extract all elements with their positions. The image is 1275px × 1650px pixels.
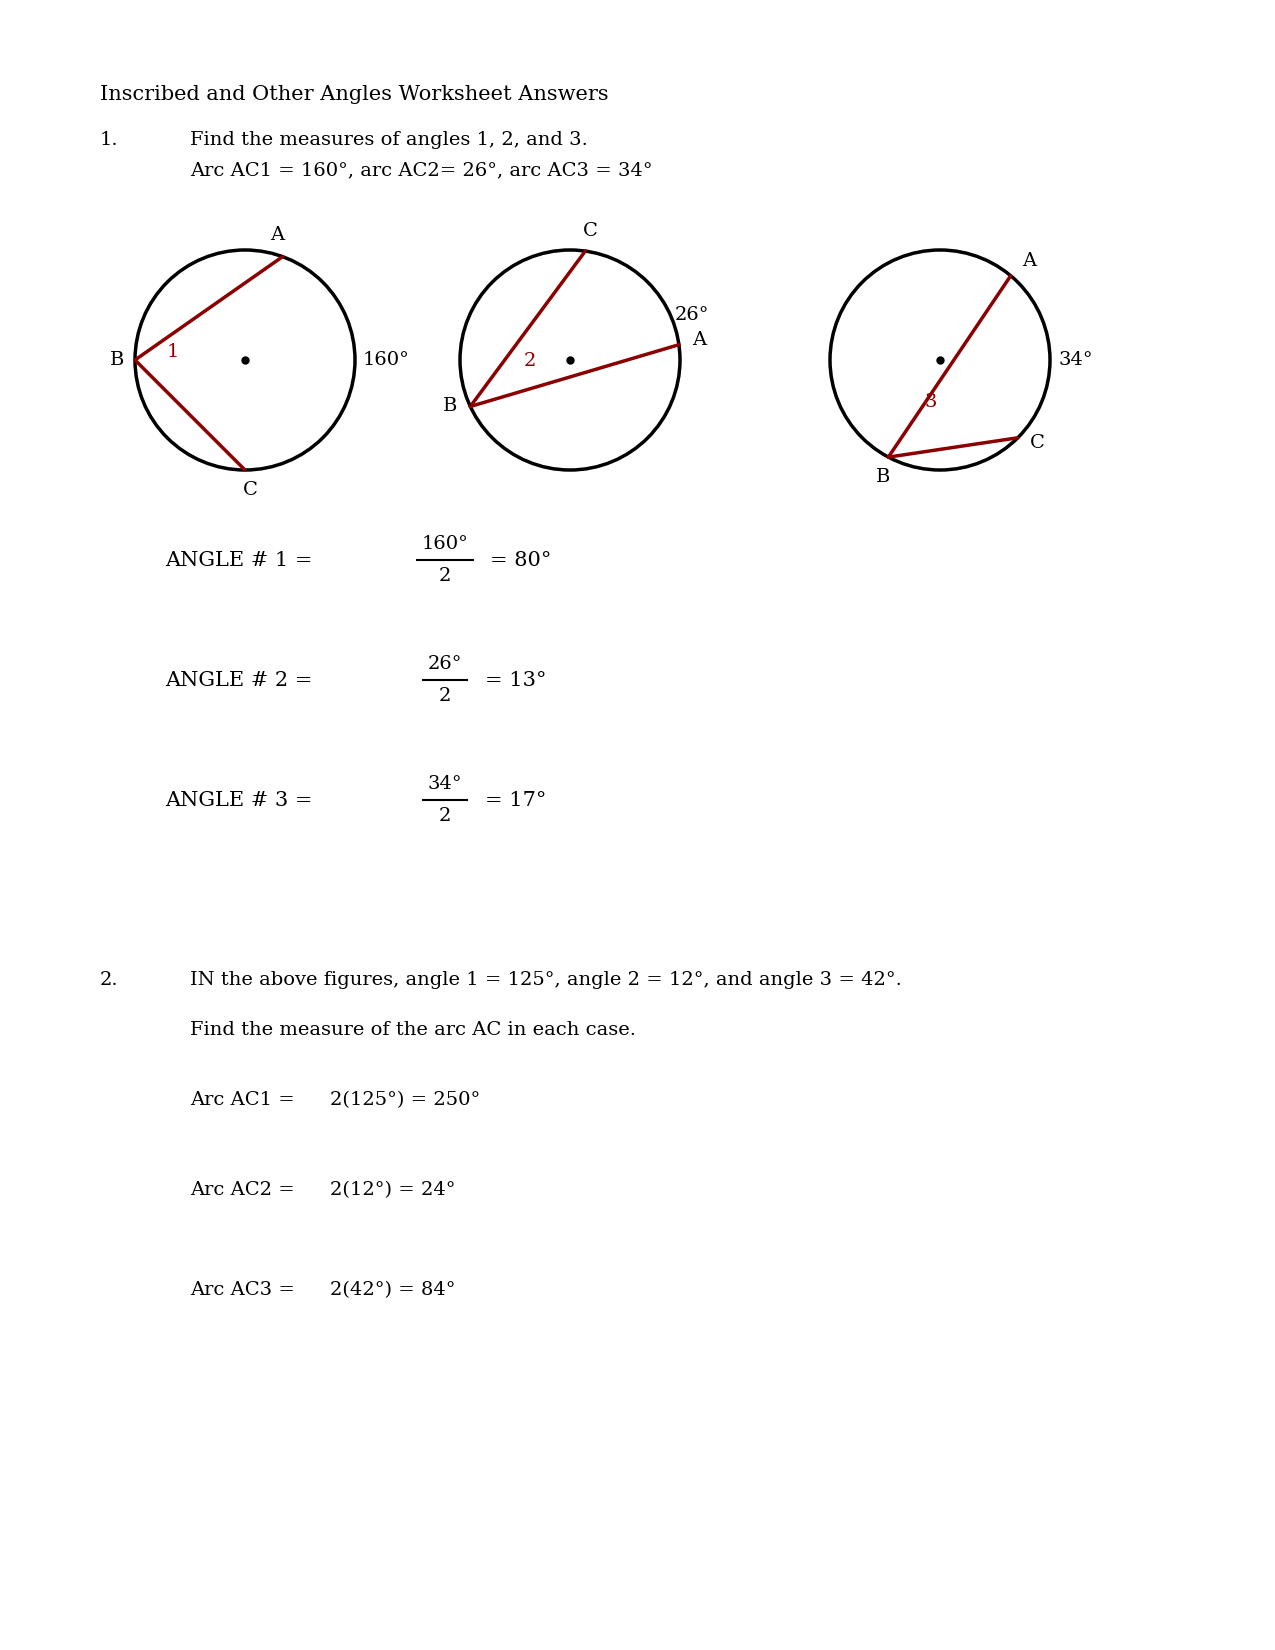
Text: 2: 2: [439, 686, 451, 705]
Text: B: B: [110, 351, 124, 370]
Text: = 80°: = 80°: [490, 551, 551, 569]
Text: ANGLE # 2 =: ANGLE # 2 =: [164, 670, 319, 690]
Text: 2(42°) = 84°: 2(42°) = 84°: [330, 1280, 455, 1299]
Text: 26°: 26°: [674, 305, 709, 323]
Text: B: B: [876, 469, 890, 487]
Text: IN the above figures, angle 1 = 125°, angle 2 = 12°, and angle 3 = 42°.: IN the above figures, angle 1 = 125°, an…: [190, 970, 901, 988]
Text: C: C: [1030, 434, 1046, 452]
Text: Arc AC1 =: Arc AC1 =: [190, 1091, 301, 1109]
Text: A: A: [270, 226, 284, 244]
Text: Inscribed and Other Angles Worksheet Answers: Inscribed and Other Angles Worksheet Ans…: [99, 86, 608, 104]
Text: 1: 1: [167, 343, 180, 361]
Text: 3: 3: [924, 393, 937, 411]
Text: 160°: 160°: [363, 351, 409, 370]
Text: A: A: [1021, 252, 1035, 269]
Text: Arc AC3 =: Arc AC3 =: [190, 1280, 301, 1299]
Text: B: B: [444, 398, 458, 416]
Text: 2: 2: [524, 353, 537, 371]
Text: 2(12°) = 24°: 2(12°) = 24°: [330, 1181, 455, 1200]
Text: Find the measure of the arc AC in each case.: Find the measure of the arc AC in each c…: [190, 1021, 636, 1040]
Text: 2.: 2.: [99, 970, 119, 988]
Text: A: A: [692, 330, 706, 348]
Text: 26°: 26°: [427, 655, 463, 673]
Text: 1.: 1.: [99, 130, 119, 148]
Text: 34°: 34°: [427, 776, 463, 794]
Text: 2: 2: [439, 568, 451, 586]
Text: 160°: 160°: [422, 535, 468, 553]
Text: C: C: [242, 482, 258, 498]
Text: ANGLE # 1 =: ANGLE # 1 =: [164, 551, 319, 569]
Text: 34°: 34°: [1058, 351, 1093, 370]
Text: 2: 2: [439, 807, 451, 825]
Text: Arc AC2 =: Arc AC2 =: [190, 1181, 301, 1200]
Text: Arc AC1 = 160°, arc AC2= 26°, arc AC3 = 34°: Arc AC1 = 160°, arc AC2= 26°, arc AC3 = …: [190, 162, 653, 178]
Text: 2(125°) = 250°: 2(125°) = 250°: [330, 1091, 481, 1109]
Text: ANGLE # 3 =: ANGLE # 3 =: [164, 790, 319, 810]
Text: = 13°: = 13°: [484, 670, 547, 690]
Text: Find the measures of angles 1, 2, and 3.: Find the measures of angles 1, 2, and 3.: [190, 130, 588, 148]
Text: = 17°: = 17°: [484, 790, 547, 810]
Text: C: C: [583, 223, 598, 239]
